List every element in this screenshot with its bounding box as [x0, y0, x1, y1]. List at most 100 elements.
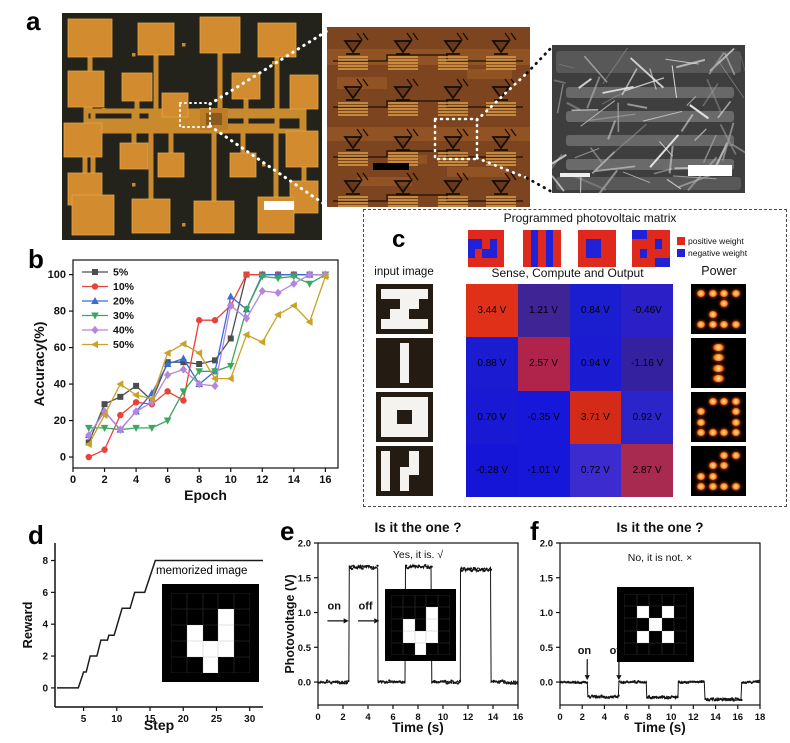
power-I-image: [691, 338, 746, 388]
photovoltage-matrix: 3.44 V 1.21 V 0.84 V -0.46V 0.88 V 2.57 V 0.94…: [466, 284, 673, 497]
svg-text:2.0: 2.0: [540, 539, 553, 550]
svg-text:30: 30: [244, 714, 256, 725]
matrix-cell: 0.94 V: [569, 337, 622, 391]
panel-d-label: d: [28, 520, 44, 550]
svg-text:5%: 5%: [113, 267, 129, 279]
svg-text:Accuracy(%): Accuracy(%): [31, 322, 47, 407]
input-image-O: [376, 392, 433, 442]
panel-b-label: b: [28, 244, 44, 274]
svg-text:10: 10: [111, 714, 123, 725]
memorized-image-caption: memorized image: [156, 565, 248, 577]
tested-image-inset-no: [617, 587, 694, 662]
legend-swatch: [677, 237, 685, 246]
svg-text:1.5: 1.5: [298, 573, 312, 584]
legend-label: positive weight: [688, 236, 744, 246]
matrix-cell: 0.92 V: [621, 390, 673, 444]
matrix-cell: 2.57 V: [517, 337, 570, 391]
matrix-cell-value: 0.84 V: [580, 305, 610, 317]
matrix-cell-value: -0.28 V: [475, 464, 508, 476]
matrix-cell: 3.71 V: [569, 390, 622, 444]
matrix-cell: 0.84 V: [569, 284, 622, 338]
svg-text:8: 8: [415, 712, 420, 723]
svg-text:14: 14: [710, 712, 721, 723]
svg-text:2.0: 2.0: [298, 539, 311, 550]
svg-text:No, it is not. ×: No, it is not. ×: [628, 552, 693, 564]
svg-text:40%: 40%: [113, 325, 135, 337]
svg-text:Step: Step: [144, 717, 174, 733]
svg-text:8: 8: [196, 474, 202, 486]
matrix-cell: -0.46V: [621, 284, 673, 338]
svg-text:0.0: 0.0: [298, 678, 311, 689]
svg-text:2: 2: [340, 712, 345, 723]
svg-text:0.5: 0.5: [298, 643, 312, 654]
svg-text:0: 0: [70, 474, 76, 486]
matrix-cell-value: 0.88 V: [477, 358, 507, 370]
input-image-I: [376, 338, 433, 388]
svg-text:14: 14: [288, 474, 301, 486]
matrix-cell-value: -1.01 V: [527, 464, 560, 476]
input-image-header: input image: [374, 266, 434, 278]
matrix-cell: -0.28 V: [466, 443, 518, 497]
matrix-cell-value: 0.70 V: [477, 411, 507, 423]
svg-text:20: 20: [54, 415, 66, 427]
svg-text:4: 4: [42, 620, 48, 631]
svg-text:10: 10: [666, 712, 677, 723]
svg-text:10%: 10%: [113, 281, 135, 293]
matrix-cell-value: 0.94 V: [580, 358, 610, 370]
matrix-cell: 0.70 V: [466, 390, 518, 444]
svg-text:100: 100: [48, 269, 66, 281]
svg-text:12: 12: [463, 712, 474, 723]
matrix-cell: -0.35 V: [517, 390, 570, 444]
svg-text:Is it the one ?: Is it the one ?: [616, 520, 703, 535]
svg-text:4: 4: [365, 712, 371, 723]
matrix-cell-value: 3.44 V: [477, 305, 507, 317]
matrix-cell: -1.01 V: [517, 443, 570, 497]
svg-text:on: on: [328, 601, 342, 613]
svg-text:16: 16: [732, 712, 743, 723]
matrix-cell-value: 1.21 V: [529, 305, 559, 317]
svg-text:0: 0: [60, 452, 66, 464]
legend-item: positive weight: [677, 235, 747, 247]
recalled-image-inset-yes: [385, 589, 456, 661]
svg-text:10: 10: [438, 712, 449, 723]
svg-text:8: 8: [646, 712, 651, 723]
matrix-cell-value: 2.87 V: [632, 464, 662, 476]
svg-text:16: 16: [513, 712, 524, 723]
matrix-cell: 2.87 V: [621, 443, 673, 497]
svg-text:6: 6: [42, 588, 48, 599]
svg-text:8: 8: [42, 556, 48, 567]
svg-text:20%: 20%: [113, 296, 135, 308]
svg-text:60: 60: [54, 342, 66, 354]
power-header: Power: [701, 264, 737, 278]
svg-text:Photovoltage (V): Photovoltage (V): [285, 574, 297, 673]
chip-micrograph-image: [62, 13, 322, 240]
input-image-N: [376, 446, 433, 496]
panel-e-label: e: [280, 516, 295, 546]
svg-text:25: 25: [211, 714, 223, 725]
svg-text:0.5: 0.5: [540, 643, 554, 654]
panel-f-label: f: [530, 516, 539, 546]
legend-item: negative weight: [677, 247, 747, 259]
matrix-cell: 3.44 V: [466, 284, 518, 338]
svg-text:6: 6: [165, 474, 171, 486]
matrix-cell: -1.16 V: [621, 337, 673, 391]
svg-text:12: 12: [256, 474, 268, 486]
svg-text:Epoch: Epoch: [184, 487, 227, 503]
legend-swatch: [677, 249, 685, 258]
photodiode-array-micrograph-image: [327, 27, 530, 207]
weight-O-pattern: [578, 230, 616, 267]
svg-text:14: 14: [488, 712, 499, 723]
svg-text:0: 0: [557, 712, 562, 723]
power-O-image: [691, 392, 746, 442]
weight-I-pattern: [523, 230, 561, 267]
svg-text:2: 2: [580, 712, 585, 723]
svg-text:Yes, it is. √: Yes, it is. √: [393, 549, 444, 561]
svg-text:6: 6: [624, 712, 629, 723]
svg-text:0: 0: [42, 683, 48, 694]
matrix-cell-value: 3.71 V: [580, 411, 610, 423]
svg-text:2: 2: [42, 652, 48, 663]
photovoltage-time-chart-no: 0 2 4 6 8 10 12 14 16 18 0.0 0.5 1.0 1.5 2.0 Time (s) Is…: [540, 520, 766, 735]
svg-text:0: 0: [315, 712, 320, 723]
svg-text:1.0: 1.0: [540, 608, 553, 619]
